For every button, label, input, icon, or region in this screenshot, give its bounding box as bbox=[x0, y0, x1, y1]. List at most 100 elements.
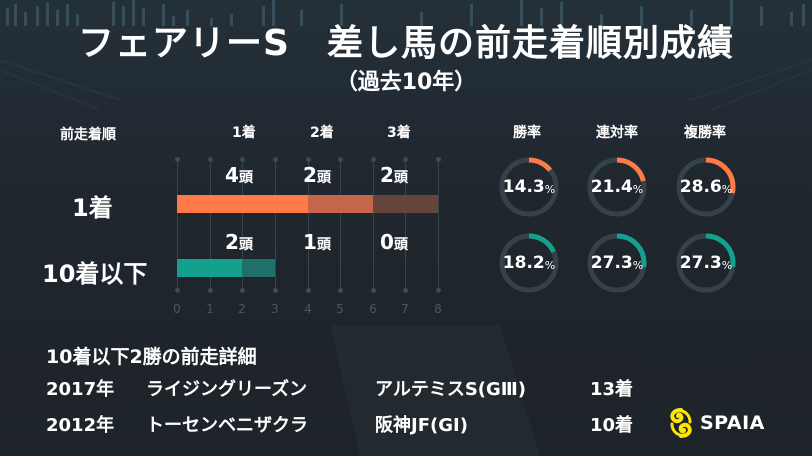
x-tick: 0 bbox=[173, 302, 181, 316]
grid-dot bbox=[175, 157, 180, 162]
count-10th-seconds: 1頭 bbox=[287, 230, 347, 254]
x-tick: 4 bbox=[304, 302, 312, 316]
count-value: 0 bbox=[380, 230, 394, 254]
grid-dot bbox=[175, 288, 180, 293]
page-title: フェアリーS 差し馬の前走着順別成績 bbox=[78, 23, 734, 64]
count-unit: 頭 bbox=[393, 237, 408, 253]
rate-value: 28.6 bbox=[679, 177, 722, 197]
rate-value: 14.3 bbox=[502, 177, 545, 197]
donut-win-rate-10th: 18.2% bbox=[498, 232, 560, 294]
donut-quinella-rate-10th: 27.3% bbox=[586, 232, 648, 294]
gridline-8 bbox=[438, 160, 439, 290]
grid-dot bbox=[403, 288, 408, 293]
gridline-5 bbox=[340, 160, 341, 290]
percent-sign: % bbox=[721, 183, 733, 196]
col-header-1st: 1着 bbox=[232, 125, 256, 141]
gridline-6 bbox=[373, 160, 374, 290]
details-title: 10着以下2勝の前走詳細 bbox=[46, 346, 257, 368]
grid-dot bbox=[208, 288, 213, 293]
detail-horse: トーセンベニザクラ bbox=[146, 415, 308, 436]
detail-year: 2012年 bbox=[46, 415, 115, 436]
grid-dot bbox=[338, 288, 343, 293]
percent-sign: % bbox=[544, 183, 556, 196]
count-value: 2 bbox=[303, 163, 317, 187]
col-header-quinella-rate: 連対率 bbox=[596, 125, 638, 141]
col-header-3rd: 3着 bbox=[387, 125, 411, 141]
detail-race: アルテミスS(GⅢ) bbox=[375, 379, 527, 400]
grid-dot bbox=[306, 157, 311, 162]
spaia-logo-icon bbox=[670, 408, 692, 438]
donut-place-rate-1st: 28.6% bbox=[675, 156, 737, 218]
rate-value: 21.4 bbox=[590, 177, 633, 197]
percent-sign: % bbox=[544, 259, 556, 272]
detail-race: 阪神JF(GⅠ) bbox=[375, 415, 468, 436]
percent-sign: % bbox=[632, 259, 644, 272]
grid-dot bbox=[273, 157, 278, 162]
grid-dot bbox=[208, 157, 213, 162]
x-tick: 3 bbox=[271, 302, 279, 316]
x-tick: 8 bbox=[434, 302, 442, 316]
count-value: 4 bbox=[225, 163, 239, 187]
grid-dot bbox=[371, 288, 376, 293]
grid-dot bbox=[403, 157, 408, 162]
col-header-place-rate: 複勝率 bbox=[684, 125, 726, 141]
count-value: 2 bbox=[225, 230, 239, 254]
spaia-logo: SPAIA bbox=[668, 408, 765, 438]
count-10th-thirds: 0頭 bbox=[364, 230, 424, 254]
count-value: 1 bbox=[303, 230, 317, 254]
donut-quinella-rate-1st: 21.4% bbox=[586, 156, 648, 218]
gridline-4 bbox=[308, 160, 309, 290]
count-unit: 頭 bbox=[238, 237, 253, 253]
col-header-win-rate: 勝率 bbox=[513, 125, 541, 141]
percent-sign: % bbox=[721, 259, 733, 272]
grid-dot bbox=[371, 157, 376, 162]
count-1st-wins: 4頭 bbox=[209, 163, 269, 187]
count-1st-seconds: 2頭 bbox=[287, 163, 347, 187]
x-tick: 2 bbox=[238, 302, 246, 316]
gridline-2 bbox=[242, 160, 243, 290]
donut-win-rate-1st: 14.3% bbox=[498, 156, 560, 218]
bar-1st-seconds bbox=[308, 195, 373, 213]
count-10th-wins: 2頭 bbox=[209, 230, 269, 254]
row-header-label: 前走着順 bbox=[60, 127, 116, 143]
gridline-1 bbox=[210, 160, 211, 290]
grid-dot bbox=[436, 288, 441, 293]
detail-finish: 10着 bbox=[590, 415, 634, 436]
rate-value: 27.3 bbox=[679, 253, 722, 273]
detail-horse: ライジングリーズン bbox=[146, 379, 308, 400]
donut-place-rate-10th: 27.3% bbox=[675, 232, 737, 294]
x-tick: 6 bbox=[369, 302, 377, 316]
bar-1st-wins bbox=[177, 195, 308, 213]
row-label-10th-or-lower: 10着以下 bbox=[42, 260, 148, 288]
gridline-0 bbox=[177, 160, 178, 290]
count-unit: 頭 bbox=[316, 170, 331, 186]
detail-year: 2017年 bbox=[46, 379, 115, 400]
grid-dot bbox=[306, 288, 311, 293]
bar-10th-wins bbox=[177, 259, 242, 277]
page-subtitle: （過去10年） bbox=[335, 70, 477, 95]
bar-1st-thirds bbox=[373, 195, 438, 213]
gridline-3 bbox=[275, 160, 276, 290]
grid-dot bbox=[436, 157, 441, 162]
detail-finish: 13着 bbox=[590, 379, 634, 400]
count-value: 2 bbox=[380, 163, 394, 187]
x-tick: 5 bbox=[336, 302, 344, 316]
x-tick: 7 bbox=[401, 302, 409, 316]
count-unit: 頭 bbox=[238, 170, 253, 186]
grid-dot bbox=[240, 288, 245, 293]
spaia-logo-text: SPAIA bbox=[700, 412, 765, 434]
grid-dot bbox=[338, 157, 343, 162]
grid-dot bbox=[273, 288, 278, 293]
x-tick: 1 bbox=[206, 302, 214, 316]
row-label-1st: 1着 bbox=[72, 194, 113, 222]
bar-10th-seconds bbox=[242, 259, 275, 277]
percent-sign: % bbox=[632, 183, 644, 196]
gridline-7 bbox=[405, 160, 406, 290]
count-unit: 頭 bbox=[393, 170, 408, 186]
rate-value: 27.3 bbox=[590, 253, 633, 273]
grid-dot bbox=[240, 157, 245, 162]
col-header-2nd: 2着 bbox=[310, 125, 334, 141]
count-unit: 頭 bbox=[316, 237, 331, 253]
rate-value: 18.2 bbox=[502, 253, 545, 273]
count-1st-thirds: 2頭 bbox=[364, 163, 424, 187]
